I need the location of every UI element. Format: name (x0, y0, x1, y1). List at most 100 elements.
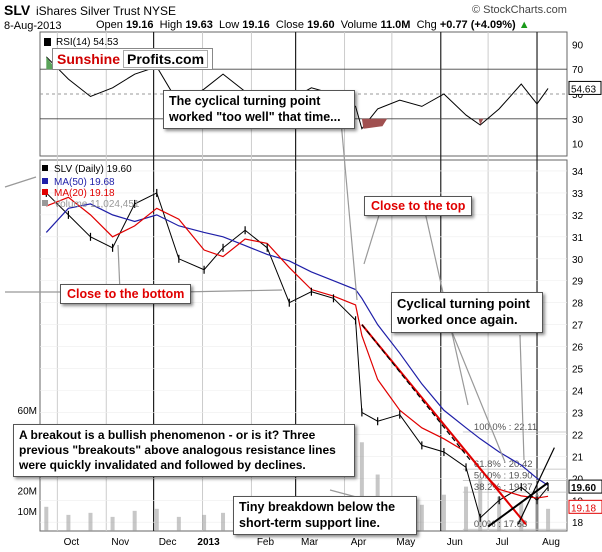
volume-bar (176, 516, 181, 531)
volume-label: Volume (340, 19, 378, 31)
rsi-tick-label: 50 (572, 90, 584, 101)
fibonacci-label: 61.8% : 20.42 (474, 459, 533, 470)
header-name: iShares Silver Trust NYSE (36, 4, 177, 18)
rsi-tick-label: 30 (572, 115, 584, 126)
price-tick-label: 31 (572, 233, 584, 244)
volume-bar (359, 442, 364, 531)
legend-label: SLV (Daily) 19.60 (54, 164, 132, 175)
volume-bar (44, 506, 49, 531)
header-ohlc: Open 19.16 High 19.63 Low 19.16 Close 19… (96, 19, 530, 31)
rsi-last-value-label: 54.63 (571, 84, 596, 95)
annotation-breakout: A breakout is a bullish phenomenon - or … (13, 424, 355, 477)
volume-bar (221, 512, 226, 531)
rsi-tick-label: 90 (572, 40, 584, 51)
price-tick-label: 28 (572, 299, 584, 310)
pointer-turning-too-well (339, 109, 358, 301)
x-tick-label: Mar (301, 537, 319, 548)
price-tick-label: 29 (572, 277, 584, 288)
volume-bar (497, 496, 502, 531)
pointer-legend (4, 176, 37, 188)
volume-bar (110, 516, 115, 531)
volume-bar (202, 514, 207, 531)
price-tick-label: 26 (572, 343, 584, 354)
rsi-oversold-fill (361, 118, 388, 129)
chg-value: +0.77 (+4.09%) (439, 19, 516, 31)
pointer-close-to-top (363, 211, 381, 265)
chg-arrow-icon: ▲ (518, 19, 530, 31)
rsi-legend-label: RSI(14) 54.53 (56, 37, 119, 48)
annotation-turning-too-well: The cyclical turning point worked "too w… (163, 90, 355, 130)
price-tick-label: 30 (572, 255, 584, 266)
volume-tick-label: 10M (18, 507, 37, 518)
sunshine-profits-logo: Sunshine Profits.com (52, 48, 214, 70)
secondary-trendline (517, 447, 555, 525)
fibonacci-label: 50.0% : 19.90 (474, 471, 533, 482)
volume-bar (154, 508, 159, 531)
legend-label: MA(20) 19.18 (54, 188, 115, 199)
volume-tick-label: 20M (18, 487, 37, 498)
price-tick-label: 18 (572, 518, 584, 529)
header-date: 8-Aug-2013 (4, 20, 62, 32)
rsi-oversold-fill (478, 118, 484, 125)
logo-sunshine: Sunshine (57, 51, 121, 67)
ma20-last-value-box (568, 499, 602, 514)
volume-bar (546, 508, 551, 531)
high-value: 19.63 (185, 19, 213, 31)
volume-bar (478, 478, 483, 531)
chg-label: Chg (416, 19, 437, 31)
price-tick-label: 23 (572, 408, 584, 419)
x-tick-label: Feb (257, 537, 275, 548)
pointer-turning-again (451, 331, 506, 463)
fibonacci-label: 100.0% : 22.11 (474, 422, 537, 433)
pointer-close-to-bottom-2 (179, 289, 283, 293)
volume-tick-label: 60M (18, 406, 37, 417)
header-symbol: SLV (4, 2, 31, 18)
price-tick-label: 27 (572, 321, 584, 332)
x-tick-label: Jul (496, 537, 509, 548)
low-value: 19.16 (242, 19, 270, 31)
x-tick-label: Oct (64, 537, 80, 548)
dashed-trendline (361, 324, 472, 462)
volume-bar (88, 512, 93, 531)
price-tick-label: 32 (572, 211, 584, 222)
annotation-close-to-top: Close to the top (364, 196, 473, 216)
series-line-slv-daily- (45, 192, 549, 519)
volume-bar (535, 494, 540, 531)
fibonacci-label: 38.2% : 19.37 (474, 482, 533, 493)
rsi-tick-label: 10 (572, 140, 584, 151)
header-copyright: © StockCharts.com (472, 4, 567, 16)
price-last-value-label: 19.60 (571, 483, 596, 494)
high-label: High (159, 19, 183, 31)
open-label: Open (96, 19, 123, 31)
volume-bar (441, 494, 446, 531)
x-tick-label: Dec (159, 537, 177, 548)
ma20-last-value-label: 19.18 (571, 503, 596, 514)
legend-swatch (42, 165, 48, 171)
legend-swatch (42, 189, 48, 195)
volume-bar (66, 514, 71, 531)
volume-bar (419, 504, 424, 531)
price-tick-label: 22 (572, 430, 584, 441)
close-value: 19.60 (307, 19, 335, 31)
annotation-close-to-bottom: Close to the bottom (60, 284, 192, 304)
fibonacci-label: 0.0% : 17.68 (474, 519, 527, 530)
pointer-turning-again-2 (519, 334, 525, 461)
legend-swatch (42, 178, 48, 184)
price-tick-label: 24 (572, 387, 584, 398)
rsi-legend-swatch (44, 38, 51, 46)
support-trendline (487, 481, 549, 528)
x-tick-label: Nov (111, 537, 129, 548)
price-tick-label: 25 (572, 365, 584, 376)
volume-bar (132, 510, 137, 531)
annotation-breakdown: Tiny breakdown below the short-term supp… (233, 496, 417, 536)
x-tick-label: Aug (542, 537, 560, 548)
volume-bar (464, 486, 469, 531)
legend-label: Volume 11,024,451 (54, 199, 140, 210)
logo-profits: Profits.com (123, 50, 209, 68)
price-tick-label: 33 (572, 189, 584, 200)
price-tick-label: 21 (572, 452, 584, 463)
annotation-turning-again: Cyclical turning point worked once again… (391, 292, 543, 333)
rsi-tick-label: 70 (572, 65, 584, 76)
legend-swatch (42, 200, 48, 206)
